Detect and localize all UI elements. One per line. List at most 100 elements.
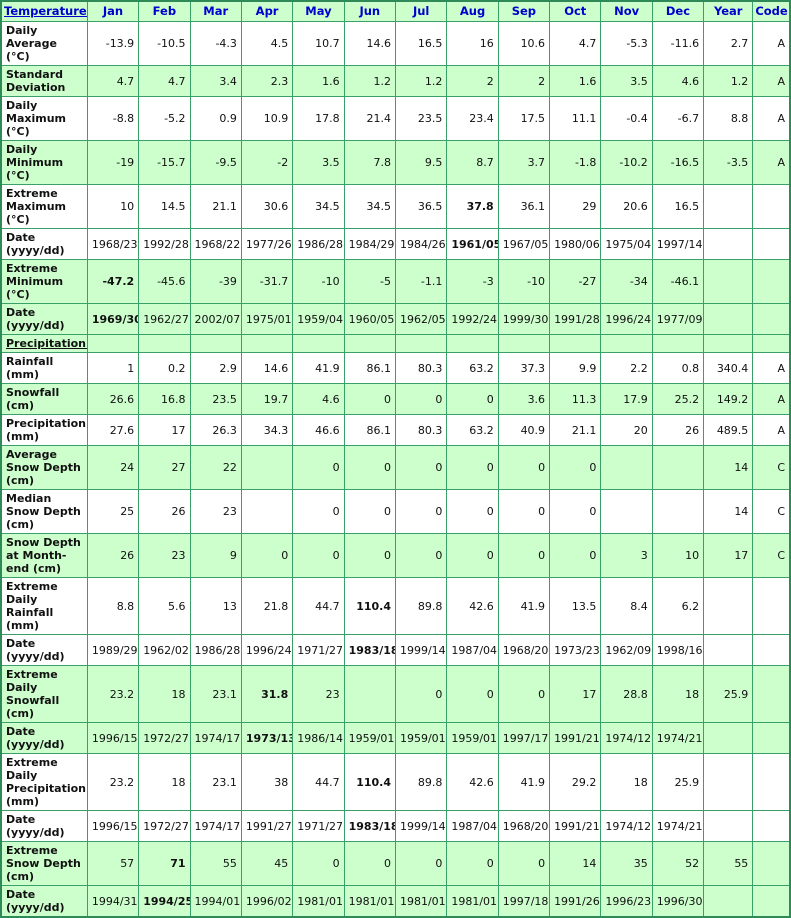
section-row-spacer	[394, 334, 448, 353]
cell-value: -8.8	[86, 96, 140, 141]
cell-value: -45.6	[138, 259, 191, 304]
cell-code: A	[752, 414, 791, 446]
cell-value: 34.5	[343, 184, 396, 229]
cell-value: 30.6	[240, 184, 294, 229]
section-row-precipitation: Precipitation:	[0, 334, 791, 353]
cell-value: -5.2	[138, 96, 191, 141]
cell-value: 46.6	[292, 414, 345, 446]
cell-value: 1972/27	[138, 810, 191, 842]
cell-code	[752, 810, 791, 842]
cell-value: 1	[86, 352, 140, 384]
cell-value: 0	[497, 841, 551, 886]
cell-code	[752, 665, 791, 723]
cell-value: 1994/31	[86, 885, 140, 918]
row-label: Median Snow Depth (cm)	[0, 489, 88, 534]
table-row: Precipitation (mm) 27.6 17 26.3 34.3 46.6 86.1…	[0, 414, 791, 446]
cell-value: 4.7	[138, 65, 191, 97]
row-label: Date (yyyy/dd)	[0, 228, 88, 260]
cell-value: 1.2	[703, 65, 754, 97]
cell-value: 110.4	[343, 577, 396, 635]
cell-value: -0.4	[600, 96, 653, 141]
cell-value	[600, 489, 653, 534]
cell-value: 23.2	[86, 753, 140, 811]
row-label: Standard Deviation	[0, 65, 88, 97]
cell-value: 0.8	[651, 352, 705, 384]
section-row-spacer	[446, 334, 499, 353]
cell-value: 1967/05	[497, 228, 551, 260]
column-header-nov: Nov	[600, 0, 653, 22]
cell-value: 1983/18	[343, 810, 396, 842]
cell-value: 17.5	[497, 96, 551, 141]
cell-value: 0	[292, 445, 345, 490]
cell-value	[703, 753, 754, 811]
cell-value: 45	[240, 841, 294, 886]
table-row: Date (yyyy/dd)1969/30+1962/272002/071975…	[0, 303, 791, 335]
cell-code	[752, 885, 791, 918]
table-row: Snow Depth at Month-end (cm) 26 23 9 0 0 0 0 0 0 0…	[0, 533, 791, 578]
cell-value: 23.1	[189, 665, 242, 723]
cell-value: 35	[600, 841, 653, 886]
cell-value: 55	[189, 841, 242, 886]
cell-value: 1972/27	[138, 722, 191, 754]
cell-value: 0	[497, 665, 551, 723]
cell-value: 10.6	[497, 21, 551, 66]
cell-value: 86.1	[343, 352, 396, 384]
cell-value: 36.1	[497, 184, 551, 229]
cell-value: 0	[394, 445, 448, 490]
column-header-mar: Mar	[189, 0, 242, 22]
cell-value: 44.7	[292, 577, 345, 635]
cell-value: -5.3	[600, 21, 653, 66]
cell-value: 3.6	[497, 383, 551, 415]
cell-code	[752, 228, 791, 260]
row-label: Extreme Daily Rainfall (mm)	[0, 577, 88, 635]
cell-value: 23.5	[189, 383, 242, 415]
cell-value: 25.9	[651, 753, 705, 811]
cell-value: 4.5	[240, 21, 294, 66]
cell-value: 6.2	[651, 577, 705, 635]
cell-code: A	[752, 383, 791, 415]
cell-value: 89.8	[394, 753, 448, 811]
cell-value: 0	[343, 383, 396, 415]
cell-value: 3.5	[292, 140, 345, 185]
cell-value: 1991/27	[240, 810, 294, 842]
cell-value: 0	[446, 489, 499, 534]
cell-value: 14.6	[343, 21, 396, 66]
cell-value: 41.9	[497, 577, 551, 635]
cell-value: 1975/04	[600, 228, 653, 260]
column-header-oct: Oct	[549, 0, 602, 22]
cell-value: 1996/15	[86, 810, 140, 842]
cell-value: -10	[497, 259, 551, 304]
cell-value: -9.5	[189, 140, 242, 185]
cell-value: 1989/29	[86, 634, 140, 666]
cell-value: 13	[189, 577, 242, 635]
table-row: Date (yyyy/dd) 1996/15 1972/27 1974/17 1973/…	[0, 722, 791, 754]
cell-value: 0	[549, 533, 602, 578]
cell-value: 7.8	[343, 140, 396, 185]
table-row: Daily Minimum (°C) -19 -15.7 -9.5 -2 3.5 7.8 9.…	[0, 140, 791, 185]
cell-value: 52	[651, 841, 705, 886]
column-header-jun: Jun	[343, 0, 396, 22]
table-row: Extreme Minimum (°C) -47.2 -45.6 -39 -31.7 -1…	[0, 259, 791, 304]
row-label: Date (yyyy/dd)	[0, 810, 88, 842]
table-row: Rainfall (mm) 1 0.2 2.9 14.6 41.9 86.1 80.3 63.2…	[0, 352, 791, 384]
column-header-sep: Sep	[497, 0, 551, 22]
cell-value: 18	[138, 665, 191, 723]
cell-value: 18	[651, 665, 705, 723]
cell-value: -10.5	[138, 21, 191, 66]
cell-value: 0	[394, 841, 448, 886]
cell-value: 28.8	[600, 665, 653, 723]
column-header-aug: Aug	[446, 0, 499, 22]
cell-value: 11.1	[549, 96, 602, 141]
cell-value: 21.1	[189, 184, 242, 229]
cell-value	[703, 634, 754, 666]
cell-value: 1999/30	[497, 303, 551, 335]
table-row: Average Snow Depth (cm) 24 27 22 0 0 0 0 0 0 14 C	[0, 445, 791, 490]
cell-value: 2002/07	[189, 303, 242, 335]
cell-value: 2.3	[240, 65, 294, 97]
cell-value: 13.5	[549, 577, 602, 635]
cell-value: 2.7	[703, 21, 754, 66]
cell-code	[752, 184, 791, 229]
cell-value: 1959/01+	[446, 722, 499, 754]
cell-value: 1991/21	[549, 722, 602, 754]
cell-value: 1974/21+	[651, 810, 705, 842]
